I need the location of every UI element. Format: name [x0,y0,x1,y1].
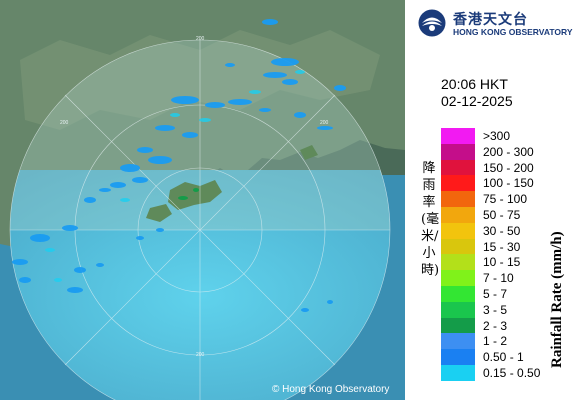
legend-row: 100 - 150 [441,175,571,192]
legend-row: >300 [441,128,571,144]
hong-kong-island [168,180,222,210]
radar-map: 200 200 200 200 [0,0,405,400]
legend-row: 15 - 30 [441,238,571,255]
legend-label: 7 - 10 [483,271,514,286]
legend-row: 5 - 7 [441,285,571,302]
legend-panel: 香港天文台 HONG KONG OBSERVATORY 20:06 HKT 02… [405,0,577,400]
legend-swatch [441,317,475,334]
ring-label: 200 [320,120,329,126]
legend-swatch [441,159,475,176]
legend-row: 0.15 - 0.50 [441,364,571,381]
island [300,145,318,160]
legend-row: 3 - 5 [441,301,571,318]
legend-title-english: Rainfall Rate (mm/h) [549,231,565,368]
legend-swatch [441,143,475,160]
legend-label: 1 - 2 [483,334,508,349]
legend-swatch [441,128,475,144]
legend-row: 2 - 3 [441,317,571,334]
legend-swatch [441,349,475,365]
legend-row: 50 - 75 [441,206,571,223]
legend-label: 3 - 5 [483,302,508,317]
logo-english-text: HONG KONG OBSERVATORY [453,27,573,37]
legend-label: 5 - 7 [483,286,508,301]
copyright-notice: © Hong Kong Observatory [272,384,390,395]
legend-row: 30 - 50 [441,222,571,239]
legend-label: 150 - 200 [483,160,534,175]
legend-swatch [441,364,475,381]
legend-label: 30 - 50 [483,223,521,238]
rain-echoes [12,19,346,312]
legend-swatch [441,191,475,207]
legend-label: 15 - 30 [483,239,521,254]
legend-row: 10 - 15 [441,254,571,271]
legend-row: 200 - 300 [441,143,571,160]
legend-label: 10 - 15 [483,255,521,270]
legend-swatch [441,333,475,350]
ring-label: 200 [196,36,205,42]
hko-emblem-icon [418,9,446,37]
ring-label: 200 [60,120,69,126]
observation-time: 20:06 HKT [441,76,508,92]
legend-swatch [441,206,475,223]
legend-row: 150 - 200 [441,159,571,176]
lantau-island [146,204,172,222]
observation-date: 02-12-2025 [441,93,513,109]
legend-label: 200 - 300 [483,144,534,159]
legend-label: 100 - 150 [483,176,534,191]
logo-chinese-text: 香港天文台 [453,12,528,28]
legend-label: >300 [483,129,511,143]
legend-label: 0.15 - 0.50 [483,365,541,380]
legend-swatch [441,285,475,302]
legend-swatch [441,270,475,286]
legend-swatch [441,175,475,192]
legend-row: 0.50 - 1 [441,349,571,365]
legend-swatch [441,222,475,239]
observatory-logo: 香港天文台 HONG KONG OBSERVATORY [415,7,575,41]
range-rings [9,39,391,400]
rainfall-legend: >300 200 - 300 150 - 200 100 - 150 75 - 100 5… [441,128,571,381]
legend-row: 75 - 100 [441,191,571,207]
legend-swatch [441,238,475,255]
legend-row: 1 - 2 [441,333,571,350]
legend-label: 50 - 75 [483,207,521,222]
legend-title-chinese: 降雨率(毫米/小時) [421,161,440,278]
ring-label: 200 [196,352,205,358]
legend-row: 7 - 10 [441,270,571,286]
legend-swatch [441,254,475,271]
legend-label: 75 - 100 [483,192,528,207]
legend-label: 2 - 3 [483,318,508,333]
legend-swatch [441,301,475,318]
legend-label: 0.50 - 1 [483,350,524,365]
